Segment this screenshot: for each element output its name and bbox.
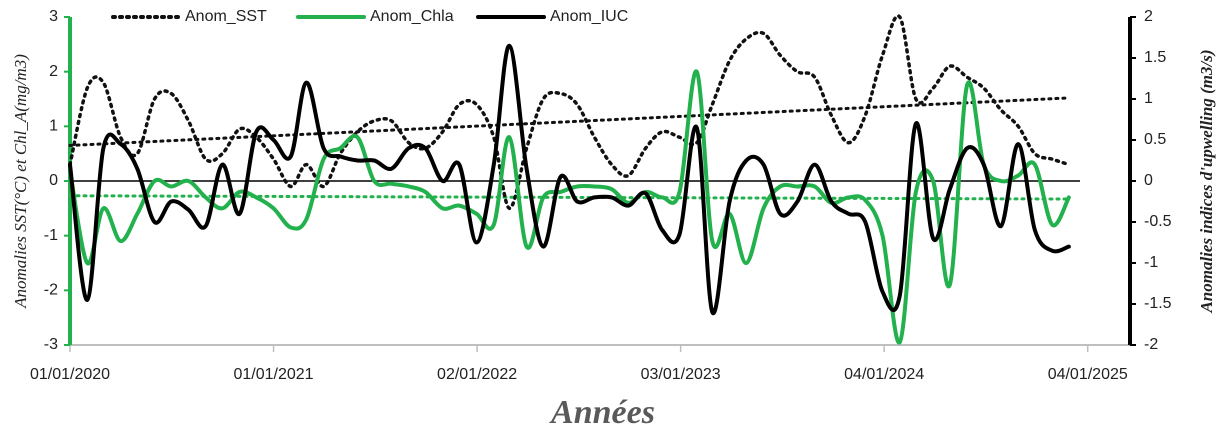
y-tick-label: -2 bbox=[44, 282, 58, 299]
y-tick-label: 1 bbox=[49, 118, 58, 135]
series-line bbox=[68, 14, 1071, 211]
y-axis-label: Anomalies SST(°C) et Chl_A(mg/m3) bbox=[11, 54, 30, 309]
y2-tick-label: 0 bbox=[1144, 172, 1153, 189]
y2-tick-label: -2 bbox=[1144, 336, 1158, 353]
x-tick-label: 02/01/2022 bbox=[437, 366, 517, 383]
y-tick-label: -3 bbox=[44, 336, 58, 353]
y2-tick-label: 0.5 bbox=[1144, 131, 1166, 148]
y2-tick-label: -0.5 bbox=[1144, 213, 1172, 230]
x-tick-label: 04/01/2024 bbox=[844, 366, 924, 383]
legend-label: Anom_IUC bbox=[550, 8, 628, 25]
trendline bbox=[68, 194, 1071, 201]
y2-tick-label: 1 bbox=[1144, 90, 1153, 107]
y2-tick-label: -1.5 bbox=[1144, 295, 1172, 312]
legend-label: Anom_SST bbox=[185, 8, 267, 25]
y-tick-label: 2 bbox=[49, 63, 58, 80]
x-tick-label: 01/01/2020 bbox=[30, 366, 110, 383]
x-tick-label: 01/01/2021 bbox=[234, 366, 314, 383]
legend-label: Anom_Chla bbox=[370, 8, 454, 25]
y-tick-label: 0 bbox=[49, 172, 58, 189]
y2-axis-label: Anomalies indices d'upwelling (m3/s) bbox=[1197, 49, 1216, 313]
x-tick-label: 04/01/2025 bbox=[1048, 366, 1128, 383]
y-tick-label: 3 bbox=[49, 8, 58, 25]
series-line bbox=[68, 69, 1071, 345]
y2-tick-label: 1.5 bbox=[1144, 49, 1166, 66]
y2-tick-label: -1 bbox=[1144, 254, 1158, 271]
series-line bbox=[68, 43, 1071, 316]
y-tick-label: -1 bbox=[44, 227, 58, 244]
trendline bbox=[68, 96, 1071, 147]
y2-tick-label: 2 bbox=[1144, 8, 1153, 25]
x-tick-label: 03/01/2023 bbox=[641, 366, 721, 383]
x-axis-label: Années bbox=[549, 394, 655, 431]
